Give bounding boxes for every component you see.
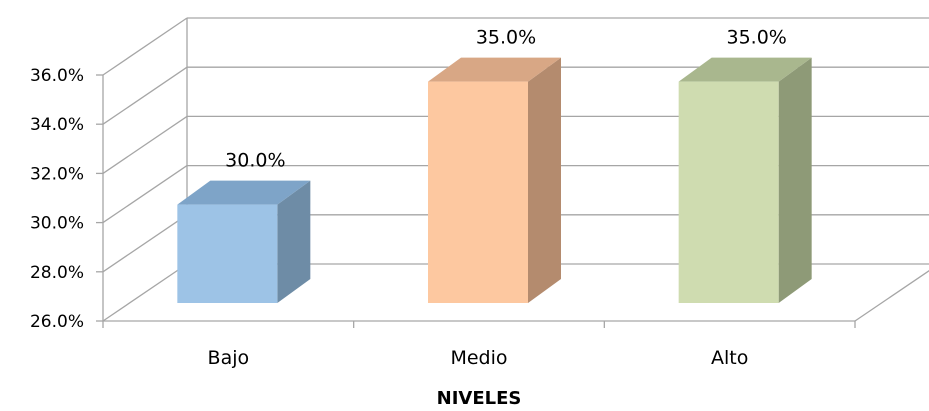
gridline-side [102, 17, 188, 76]
bar-top [678, 57, 812, 82]
bar-side [528, 57, 561, 303]
x-tick-label: Medio [450, 347, 507, 369]
bar-front [428, 81, 528, 303]
y-tick-label: 34.0% [30, 115, 84, 135]
data-label: 35.0% [726, 27, 786, 49]
bar [428, 57, 561, 303]
gridline-side [102, 263, 188, 322]
gridline-side [102, 214, 188, 273]
gridline-side [102, 165, 188, 224]
gridline-side [102, 66, 188, 125]
y-axis: 26.0% 28.0% 30.0% 32.0% 34.0% 36.0% [30, 66, 104, 332]
data-label: 30.0% [225, 150, 285, 172]
x-tick-label: Alto [711, 347, 748, 369]
bar [678, 57, 812, 303]
bar-top [177, 180, 311, 205]
x-axis: Bajo Medio Alto [102, 321, 856, 369]
chart-bars: 30.0% 35.0% 35.0% [177, 27, 812, 303]
x-axis-title: NIVELES [437, 388, 522, 409]
bar-front [678, 81, 779, 303]
y-tick-label: 36.0% [30, 66, 84, 86]
bar-side [277, 180, 311, 303]
y-tick-label: 28.0% [30, 263, 84, 283]
bar-front [177, 204, 278, 303]
gridline-side [102, 115, 188, 174]
y-tick-label: 30.0% [30, 214, 84, 234]
bar [177, 180, 311, 303]
bar-side [778, 57, 812, 303]
x-tick-label: Bajo [208, 347, 250, 369]
chart-gridlines [102, 17, 929, 322]
bar-top [428, 57, 561, 82]
floor-right-edge [854, 270, 929, 322]
y-tick-label: 32.0% [30, 164, 84, 184]
data-label: 35.0% [476, 27, 536, 49]
y-tick-label: 26.0% [30, 312, 84, 332]
